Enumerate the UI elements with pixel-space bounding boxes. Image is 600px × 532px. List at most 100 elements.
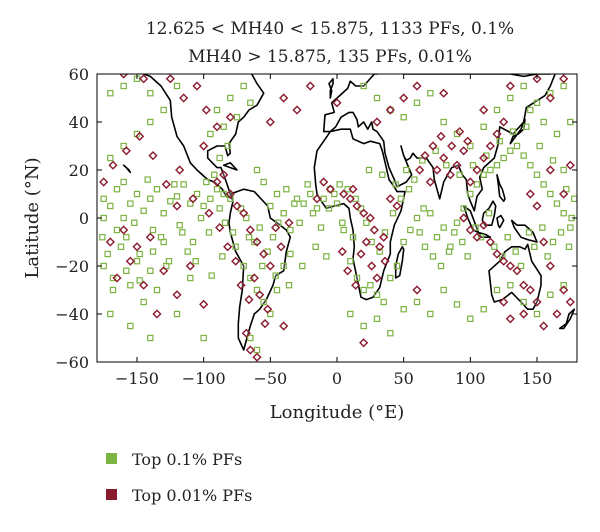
y-tick-label: 40 <box>69 113 89 132</box>
coastline-7 <box>510 219 538 243</box>
point-top-0-1 <box>480 123 487 130</box>
point-top-0-1 <box>300 200 307 207</box>
point-top-0-1 <box>287 250 294 258</box>
point-top-0-1 <box>167 198 174 205</box>
point-top-0-1 <box>504 234 511 241</box>
point-top-0-01 <box>119 225 129 235</box>
point-top-0-1 <box>440 286 447 294</box>
point-top-0-01 <box>565 297 575 307</box>
point-top-0-01 <box>545 261 555 271</box>
point-top-0-1 <box>464 253 471 260</box>
point-top-0-01 <box>499 256 509 266</box>
y-tick-label: 60 <box>69 65 89 84</box>
point-top-0-1 <box>211 171 218 178</box>
point-top-0-01 <box>249 273 259 283</box>
point-top-0-01 <box>265 117 275 127</box>
point-top-0-01 <box>99 177 109 187</box>
point-top-0-01 <box>459 213 469 223</box>
point-top-0-1 <box>533 171 541 178</box>
point-top-0-1 <box>380 298 387 306</box>
point-top-0-01 <box>325 184 335 194</box>
chart-title-line-2: MH40 > 15.875, 135 PFs, 0.01% <box>188 47 472 67</box>
point-top-0-1 <box>200 334 207 342</box>
point-top-0-01 <box>545 165 555 175</box>
point-top-0-1 <box>459 238 466 246</box>
point-top-0-1 <box>187 200 194 207</box>
point-top-0-1 <box>467 315 474 323</box>
point-top-0-1 <box>216 154 223 162</box>
point-top-0-1 <box>429 253 437 260</box>
point-top-0-1 <box>527 162 534 169</box>
point-top-0-1 <box>113 186 121 193</box>
point-top-0-1 <box>133 190 141 198</box>
point-top-0-1 <box>323 253 330 260</box>
point-top-0-1 <box>120 214 127 222</box>
world-coastlines <box>122 74 576 351</box>
point-top-0-1 <box>296 219 303 226</box>
point-top-0-1 <box>512 248 519 255</box>
point-top-0-1 <box>460 205 467 212</box>
point-top-0-01 <box>479 153 489 163</box>
point-top-0-1 <box>467 142 474 150</box>
point-top-0-01 <box>439 88 449 98</box>
point-top-0-1 <box>317 224 325 231</box>
point-top-0-1 <box>247 99 254 106</box>
point-top-0-1 <box>245 234 253 241</box>
point-top-0-01 <box>139 280 149 290</box>
point-top-0-01 <box>125 256 135 266</box>
point-top-0-1 <box>440 118 447 126</box>
point-top-0-01 <box>459 146 469 156</box>
point-top-0-01 <box>139 74 149 84</box>
point-top-0-1 <box>173 310 181 318</box>
point-top-0-1 <box>213 186 221 193</box>
point-top-0-1 <box>507 94 514 102</box>
point-top-0-01 <box>505 81 515 91</box>
point-top-0-1 <box>213 106 221 114</box>
point-top-0-1 <box>127 200 134 207</box>
y-tick-label: −20 <box>55 257 89 276</box>
point-top-0-01 <box>445 170 455 180</box>
point-top-0-1 <box>456 171 463 178</box>
point-top-0-1 <box>411 176 418 183</box>
point-top-0-01 <box>148 151 158 161</box>
point-top-0-1 <box>523 123 530 130</box>
point-top-0-01 <box>385 105 395 115</box>
coastline-1 <box>228 188 292 351</box>
point-top-0-01 <box>505 314 515 324</box>
x-tick-label: 50 <box>393 369 413 388</box>
point-top-0-01 <box>204 208 214 218</box>
legend-label-top-0-1: Top 0.1% PFs <box>132 450 242 469</box>
point-top-0-01 <box>225 189 235 199</box>
point-top-0-1 <box>392 181 399 188</box>
point-top-0-1 <box>304 181 311 188</box>
point-top-0-1 <box>273 190 281 198</box>
point-top-0-01 <box>499 117 509 127</box>
point-top-0-1 <box>565 243 573 250</box>
point-top-0-1 <box>243 214 250 222</box>
point-top-0-1 <box>207 130 214 138</box>
point-top-0-1 <box>437 262 445 270</box>
point-top-0-1 <box>267 202 274 210</box>
point-top-0-1 <box>232 243 239 250</box>
point-top-0-1 <box>147 267 154 275</box>
point-top-0-1 <box>560 282 567 289</box>
chart-title-line-1: 12.625 < MH40 < 15.875, 1133 PFs, 0.1% <box>146 19 514 39</box>
point-top-0-1 <box>539 224 546 231</box>
point-top-0-01 <box>492 129 502 139</box>
y-tick-label: −40 <box>55 305 89 324</box>
point-top-0-01 <box>425 177 435 187</box>
point-top-0-01 <box>356 249 366 259</box>
point-top-0-01 <box>215 223 225 233</box>
point-top-0-01 <box>499 297 509 307</box>
point-top-0-1 <box>187 274 194 282</box>
point-top-0-1 <box>253 166 261 174</box>
point-top-0-1 <box>467 190 474 198</box>
point-top-0-01 <box>352 201 362 211</box>
point-top-0-01 <box>372 117 382 127</box>
coastline-10 <box>496 174 506 202</box>
scatter-points <box>99 74 577 362</box>
point-top-0-01 <box>199 141 209 151</box>
point-top-0-01 <box>201 105 211 115</box>
point-top-0-1 <box>517 262 525 270</box>
